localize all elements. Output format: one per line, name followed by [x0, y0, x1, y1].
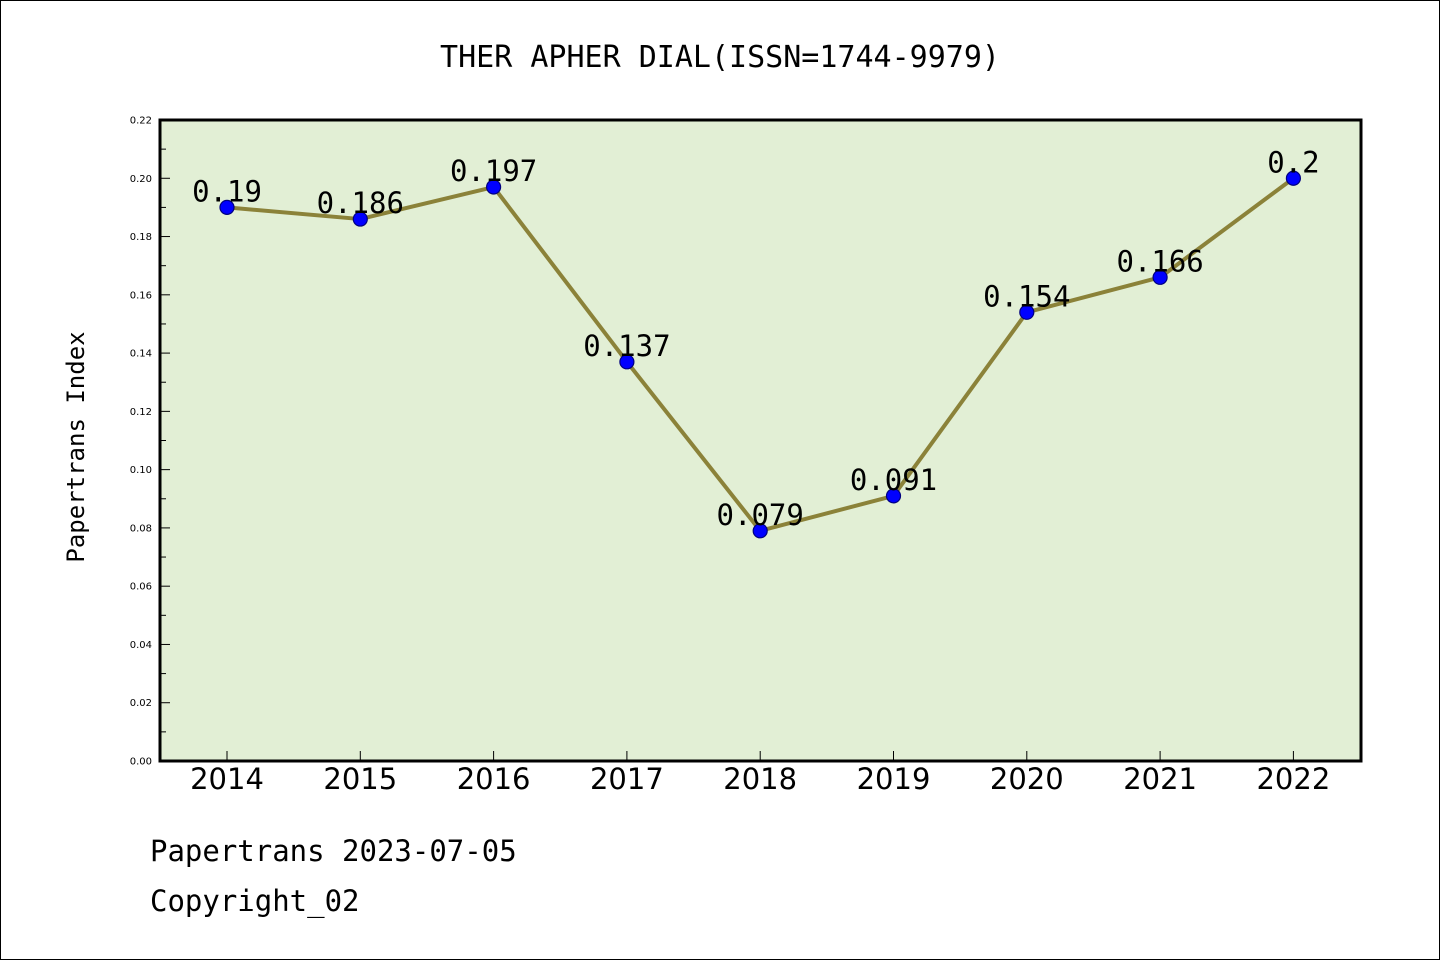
y-tick-label: 0.12	[130, 407, 152, 418]
y-tick-label: 0.14	[130, 349, 152, 360]
x-tick-label: 2017	[590, 762, 664, 796]
data-points	[219, 170, 1302, 539]
y-tick-label: 0.08	[130, 523, 152, 534]
y-axis-ticks: 0.00 0.02 0.04 0.06 0.08 0.10 0.12 0.14 0.16 0.18…	[130, 116, 170, 768]
data-label: 0.186	[317, 186, 404, 220]
x-tick-label: 2015	[323, 762, 397, 796]
y-axis-label: Papertrans Index	[62, 331, 90, 562]
data-label: 0.197	[450, 154, 537, 188]
x-axis-ticks: 2014 2015 2016 2017 2018 2019 2020 2021 2022	[190, 751, 1330, 796]
data-point	[486, 179, 502, 195]
y-tick-label: 0.04	[130, 640, 152, 651]
data-label: 0.2	[1267, 145, 1319, 179]
data-label: 0.154	[983, 279, 1070, 313]
x-tick-label: 2020	[990, 762, 1064, 796]
data-point	[1285, 170, 1302, 186]
plot-area	[158, 118, 1363, 763]
y-tick-label: 0.00	[130, 757, 152, 768]
y-tick-label: 0.20	[130, 174, 152, 185]
data-label: 0.137	[583, 329, 670, 363]
data-labels: 0.19 0.186 0.197 0.137 0.079 0.091 0.154 0.166 0…	[192, 145, 1320, 532]
x-tick-label: 2022	[1256, 762, 1330, 796]
x-tick-label: 2016	[457, 762, 531, 796]
y-tick-label: 0.16	[130, 290, 152, 301]
chart-title: THER APHER DIAL(ISSN=1744-9979)	[440, 40, 1000, 75]
y-tick-label: 0.02	[130, 698, 152, 709]
data-label: 0.079	[717, 498, 804, 532]
y-tick-label: 0.10	[130, 465, 152, 476]
y-tick-label: 0.06	[130, 582, 152, 593]
data-label: 0.166	[1116, 244, 1203, 278]
data-point	[352, 211, 368, 227]
y-tick-label: 0.22	[130, 116, 152, 127]
x-tick-label: 2018	[723, 762, 797, 796]
data-point	[885, 488, 902, 504]
footer-copyright: Copyright_02	[150, 884, 360, 918]
data-point	[752, 523, 768, 539]
data-label: 0.19	[192, 174, 262, 208]
data-point	[1019, 304, 1035, 320]
footer-date: Papertrans 2023-07-05	[150, 834, 517, 868]
y-tick-label: 0.18	[130, 232, 152, 243]
x-tick-label: 2014	[190, 762, 264, 796]
data-point	[219, 199, 235, 216]
data-label: 0.091	[850, 463, 937, 497]
data-point	[1152, 269, 1168, 285]
x-tick-label: 2021	[1123, 762, 1197, 796]
x-tick-label: 2019	[857, 762, 931, 796]
data-point	[619, 354, 635, 370]
